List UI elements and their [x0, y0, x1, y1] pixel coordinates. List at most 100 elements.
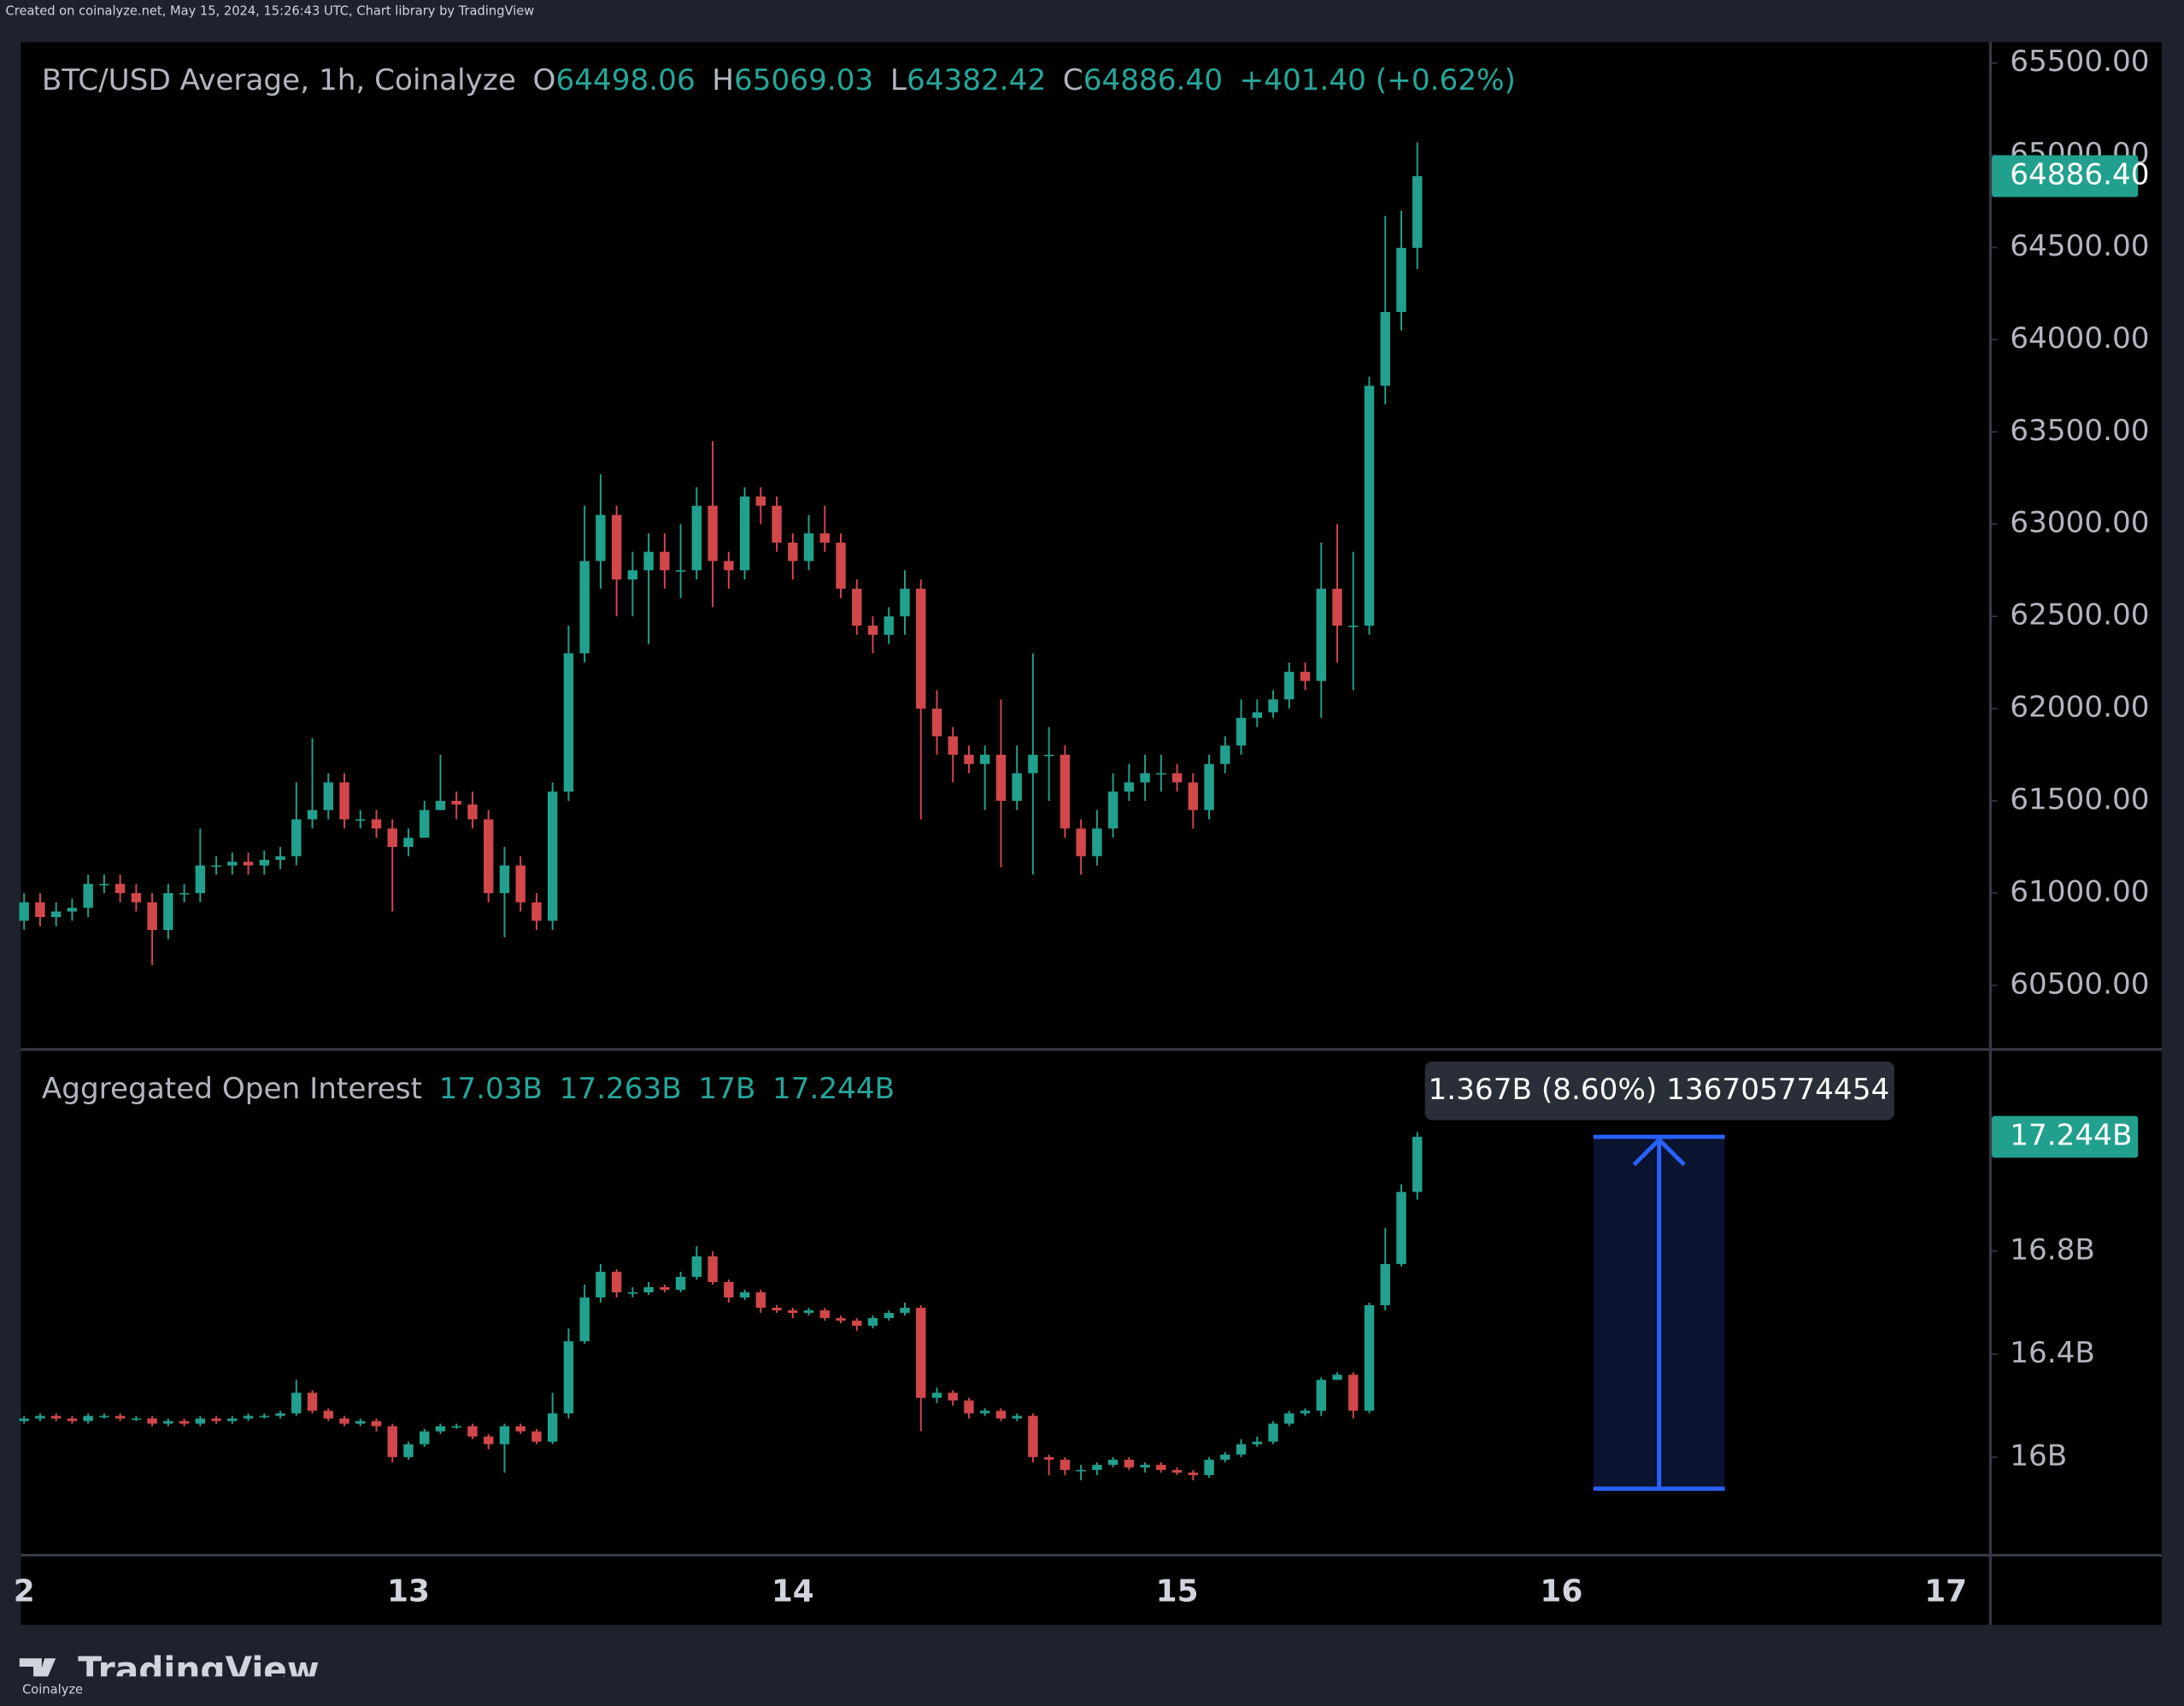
candle-body	[900, 588, 910, 617]
candle-body	[483, 1436, 494, 1444]
measure-tooltip	[1424, 1062, 1894, 1121]
candle-body	[867, 625, 878, 635]
candle-body	[403, 1444, 414, 1457]
legend-title: Aggregated Open Interest	[42, 1072, 422, 1106]
candle-body	[259, 860, 270, 866]
candle-body	[227, 862, 238, 866]
candle-body	[19, 1418, 29, 1421]
candle-body	[836, 542, 846, 589]
candle-body	[1060, 755, 1071, 829]
candle-body	[772, 1308, 782, 1311]
y-tick-label: 62000.00	[2010, 691, 2149, 725]
candle-body	[420, 1431, 430, 1444]
candle-body	[1364, 1305, 1375, 1411]
candle-body	[1171, 773, 1183, 783]
candle-body	[547, 1413, 558, 1442]
y-tick-label: 65500.00	[2010, 44, 2149, 79]
candle-body	[515, 865, 525, 903]
candle-body	[163, 892, 173, 931]
candle-body	[307, 1392, 318, 1411]
candle-body	[1107, 1459, 1118, 1465]
candle-body	[35, 902, 45, 917]
candle-body	[691, 1256, 702, 1277]
candle-body	[724, 561, 734, 571]
candle-body	[739, 496, 750, 571]
candle-body	[1284, 1413, 1295, 1424]
candle-body	[1332, 1374, 1342, 1380]
candle-body	[788, 542, 798, 562]
candle-body	[67, 1418, 78, 1421]
candle-body	[483, 819, 494, 893]
candle-body	[1012, 1415, 1022, 1419]
candle-body	[147, 1418, 157, 1424]
candle-body	[1188, 782, 1199, 810]
legend-value: 64498.06	[555, 62, 695, 97]
candle-body	[307, 809, 318, 820]
candle-body	[772, 505, 782, 543]
legend-value: 17.263B	[560, 1072, 682, 1106]
candle-body	[884, 616, 894, 635]
candle-body	[1092, 828, 1102, 856]
candle-body	[67, 908, 78, 912]
candle-body	[803, 533, 814, 562]
candle-body	[563, 653, 574, 792]
legend-value: 17B	[698, 1072, 755, 1106]
candle-body	[1156, 1464, 1166, 1470]
candle-body	[387, 1426, 397, 1457]
candle-body	[611, 1271, 622, 1293]
candle-body	[131, 1418, 142, 1421]
candle-body	[1348, 625, 1359, 627]
candle-body	[707, 505, 718, 562]
candle-body	[867, 1318, 878, 1327]
candle-body	[788, 1310, 798, 1314]
candle-body	[467, 1426, 478, 1437]
candle-body	[275, 856, 285, 861]
x-tick-label: 13	[387, 1574, 430, 1609]
candle-body	[900, 1308, 910, 1314]
candle-body	[83, 1415, 93, 1421]
candle-body	[691, 505, 702, 571]
candle-body	[1252, 712, 1263, 718]
candle-body	[675, 1276, 686, 1291]
y-tick-label: 61000.00	[2010, 874, 2149, 909]
logo-icon	[19, 1658, 56, 1679]
y-tick-label: 62500.00	[2010, 598, 2149, 632]
candle-body	[99, 884, 109, 885]
candle-body	[211, 1418, 221, 1421]
candle-body	[420, 809, 430, 838]
candle-body	[563, 1341, 574, 1414]
legend-value: 17.03B	[439, 1072, 543, 1106]
candle-body	[1204, 1459, 1214, 1475]
candle-body	[531, 1431, 542, 1442]
candle-body	[451, 800, 461, 805]
candle-body	[339, 782, 349, 820]
candle-body	[50, 911, 62, 917]
candle-body	[179, 892, 190, 895]
candle-body	[643, 1286, 654, 1293]
candle-body	[1300, 671, 1311, 681]
last-value-tag	[1992, 155, 2139, 197]
candle-body	[979, 755, 990, 764]
candle-body	[995, 1410, 1007, 1419]
candle-body	[1043, 755, 1054, 756]
footer-bar	[0, 1676, 2184, 1706]
candle-body	[435, 1426, 446, 1432]
y-tick-label: 63000.00	[2010, 506, 2149, 540]
candle-body	[1300, 1410, 1311, 1414]
y-tick-label: 16B	[2010, 1438, 2067, 1473]
legend-change: +401.40 (+0.62%)	[1240, 62, 1516, 97]
candle-body	[291, 819, 302, 856]
candle-body	[1204, 763, 1214, 810]
legend-value: 17.244B	[772, 1072, 895, 1106]
candle-body	[611, 515, 622, 580]
candle-body	[1156, 773, 1166, 775]
candle-body	[627, 1292, 638, 1294]
candle-body	[195, 1418, 206, 1424]
candle-body	[355, 1421, 366, 1424]
y-tick-label: 60500.00	[2010, 967, 2149, 1001]
candle-body	[35, 1415, 45, 1419]
x-tick-label: 15	[1156, 1574, 1199, 1609]
y-tick-label: 16.4B	[2010, 1336, 2095, 1370]
candle-body	[211, 865, 221, 868]
